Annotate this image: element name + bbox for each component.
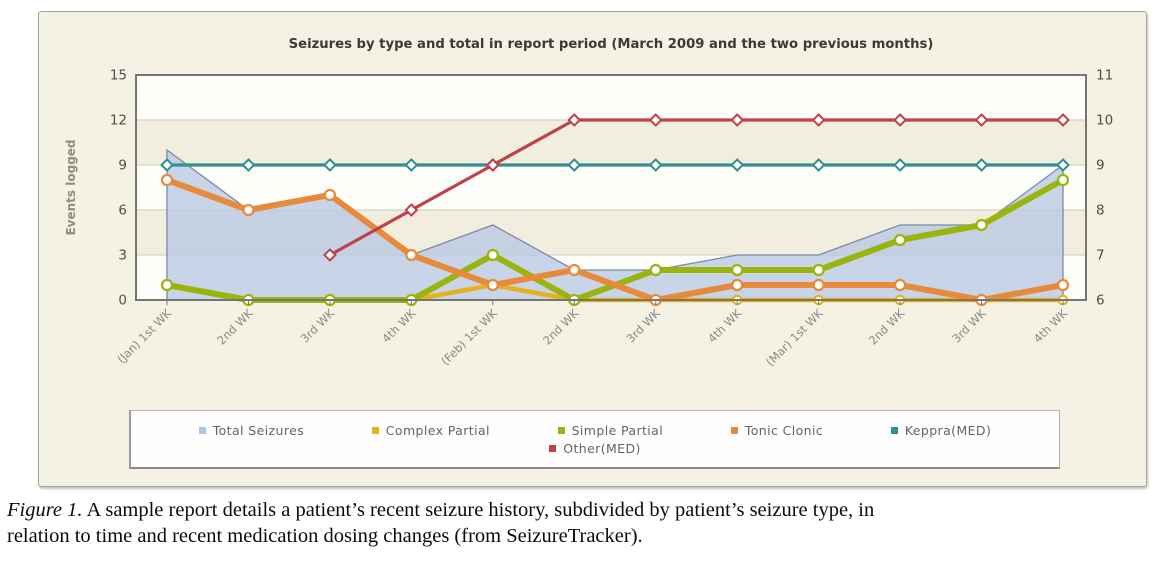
series-marker-tonic-clonic	[1056, 278, 1070, 292]
series-marker-keppra-med	[648, 158, 663, 172]
series-marker-simple-partial	[1056, 173, 1070, 187]
x-axis-tick-label: 4th WK	[1031, 306, 1071, 346]
x-axis-tick-label: 3rd WK	[298, 306, 338, 346]
y-axis-right-tick-label: 11	[1096, 68, 1113, 84]
figure-caption-line1: A sample report details a patient’s rece…	[82, 499, 875, 521]
series-marker-simple-partial	[649, 263, 662, 277]
series-marker-tonic-clonic	[731, 278, 744, 292]
plot-band	[136, 120, 1086, 165]
x-axis-tick-label: 3rd WK	[623, 306, 663, 346]
x-axis-tick-label: (Feb) 1st WK	[438, 306, 500, 368]
series-marker-simple-partial	[731, 263, 744, 277]
legend-item-tonic-clonic: Tonic Clonic	[730, 422, 824, 438]
legend-row-2: Other(MED)	[131, 441, 1059, 456]
series-marker-other-med	[893, 113, 908, 127]
series-marker-other-med	[567, 113, 582, 127]
legend-swatch-other-med	[549, 444, 557, 452]
legend-swatch-complex-partial	[371, 426, 379, 434]
series-marker-keppra-med	[322, 158, 337, 172]
x-axis-tick-label: 4th WK	[705, 306, 745, 346]
series-line-tonic-clonic	[164, 177, 1066, 303]
series-marker-keppra-med	[1056, 158, 1070, 172]
legend-item-other-med: Other(MED)	[549, 441, 641, 456]
series-marker-other-med	[485, 158, 500, 172]
legend-label: Simple Partial	[571, 422, 664, 438]
series-line-other-med	[328, 118, 1065, 257]
series-marker-other-med	[730, 113, 745, 127]
series-marker-keppra-med	[160, 158, 174, 172]
y-axis-left-tick-label: 0	[118, 293, 127, 309]
y-axis-left-title: Events logged	[64, 139, 78, 235]
seizure-chart: Seizures by type and total in report per…	[64, 37, 1113, 369]
y-axis-left-tick-label: 3	[118, 248, 127, 264]
series-marker-tonic-clonic	[812, 278, 825, 292]
series-marker-tonic-clonic	[242, 203, 255, 217]
chart-title: Seizures by type and total in report per…	[289, 37, 934, 52]
y-axis-left-tick-label: 15	[110, 68, 127, 84]
series-marker-simple-partial	[160, 278, 174, 292]
y-axis-left-tick-label: 9	[118, 158, 127, 174]
x-axis-tick-label: 2nd WK	[540, 306, 582, 348]
x-axis-tick-label: (Mar) 1st WK	[763, 306, 826, 369]
series-marker-keppra-med	[730, 158, 745, 172]
legend-swatch-tonic-clonic	[730, 426, 738, 434]
legend-label: Total Seizures	[212, 422, 305, 438]
legend-label: Complex Partial	[385, 422, 490, 438]
x-axis-tick-label: 4th WK	[379, 306, 419, 346]
y-axis-right-tick-label: 10	[1096, 113, 1113, 129]
series-marker-other-med	[648, 113, 663, 127]
x-axis-tick-label: 3rd WK	[949, 306, 989, 346]
series-marker-simple-partial	[893, 233, 907, 247]
legend-row-1: Total Seizures Complex Partial Simple Part…	[131, 423, 1059, 438]
legend-label: Tonic Clonic	[744, 422, 824, 438]
y-axis-right-tick-label: 6	[1096, 293, 1105, 309]
legend-swatch-simple-partial	[557, 426, 565, 434]
x-axis-tick-label: (Jan) 1st WK	[114, 306, 174, 366]
series-marker-simple-partial	[486, 248, 499, 262]
series-marker-keppra-med	[974, 158, 989, 172]
legend-item-simple-partial: Simple Partial	[557, 422, 664, 438]
figure-caption-line2: relation to time and recent medication d…	[7, 525, 643, 547]
series-marker-other-med	[404, 203, 419, 217]
figure-caption: Figure 1. A sample report details a pati…	[7, 497, 1165, 549]
figure-caption-label: Figure 1.	[7, 499, 83, 521]
series-marker-tonic-clonic	[160, 173, 174, 187]
x-axis-tick-label: 2nd WK	[214, 306, 256, 348]
plot-band	[136, 75, 1086, 120]
series-marker-tonic-clonic	[486, 278, 499, 292]
series-marker-keppra-med	[241, 158, 256, 172]
y-axis-right-tick-label: 8	[1096, 203, 1105, 219]
series-marker-keppra-med	[404, 158, 419, 172]
legend-label: Keppra(MED)	[904, 422, 992, 438]
series-marker-simple-partial	[812, 263, 825, 277]
series-marker-other-med	[322, 248, 337, 262]
series-marker-tonic-clonic	[323, 188, 337, 202]
legend-item-keppra-med: Keppra(MED)	[890, 422, 992, 438]
series-marker-keppra-med	[567, 158, 582, 172]
series-marker-other-med	[1056, 113, 1070, 127]
legend-swatch-total-seizures	[198, 426, 206, 434]
legend-item-complex-partial: Complex Partial	[371, 422, 490, 438]
series-marker-tonic-clonic	[405, 248, 418, 262]
series-marker-simple-partial	[975, 218, 988, 232]
x-axis-tick-label: 2nd WK	[866, 306, 908, 348]
legend-swatch-keppra-med	[890, 426, 898, 434]
legend-item-total-seizures: Total Seizures	[198, 422, 305, 438]
y-axis-right-tick-label: 7	[1096, 248, 1105, 264]
series-marker-keppra-med	[811, 158, 826, 172]
series-marker-keppra-med	[893, 158, 908, 172]
y-axis-left-tick-label: 6	[118, 203, 127, 219]
plot-border	[135, 74, 1087, 301]
legend-label: Other(MED)	[563, 440, 641, 456]
series-marker-other-med	[811, 113, 826, 127]
series-marker-tonic-clonic	[893, 278, 907, 292]
series-marker-tonic-clonic	[568, 263, 581, 277]
series-marker-other-med	[974, 113, 989, 127]
chart-legend: Total Seizures Complex Partial Simple Part…	[129, 410, 1060, 469]
y-axis-right-tick-label: 9	[1096, 158, 1105, 174]
y-axis-left-tick-label: 12	[110, 113, 127, 129]
seizure-report-figure-panel: Seizures by type and total in report per…	[38, 11, 1147, 487]
